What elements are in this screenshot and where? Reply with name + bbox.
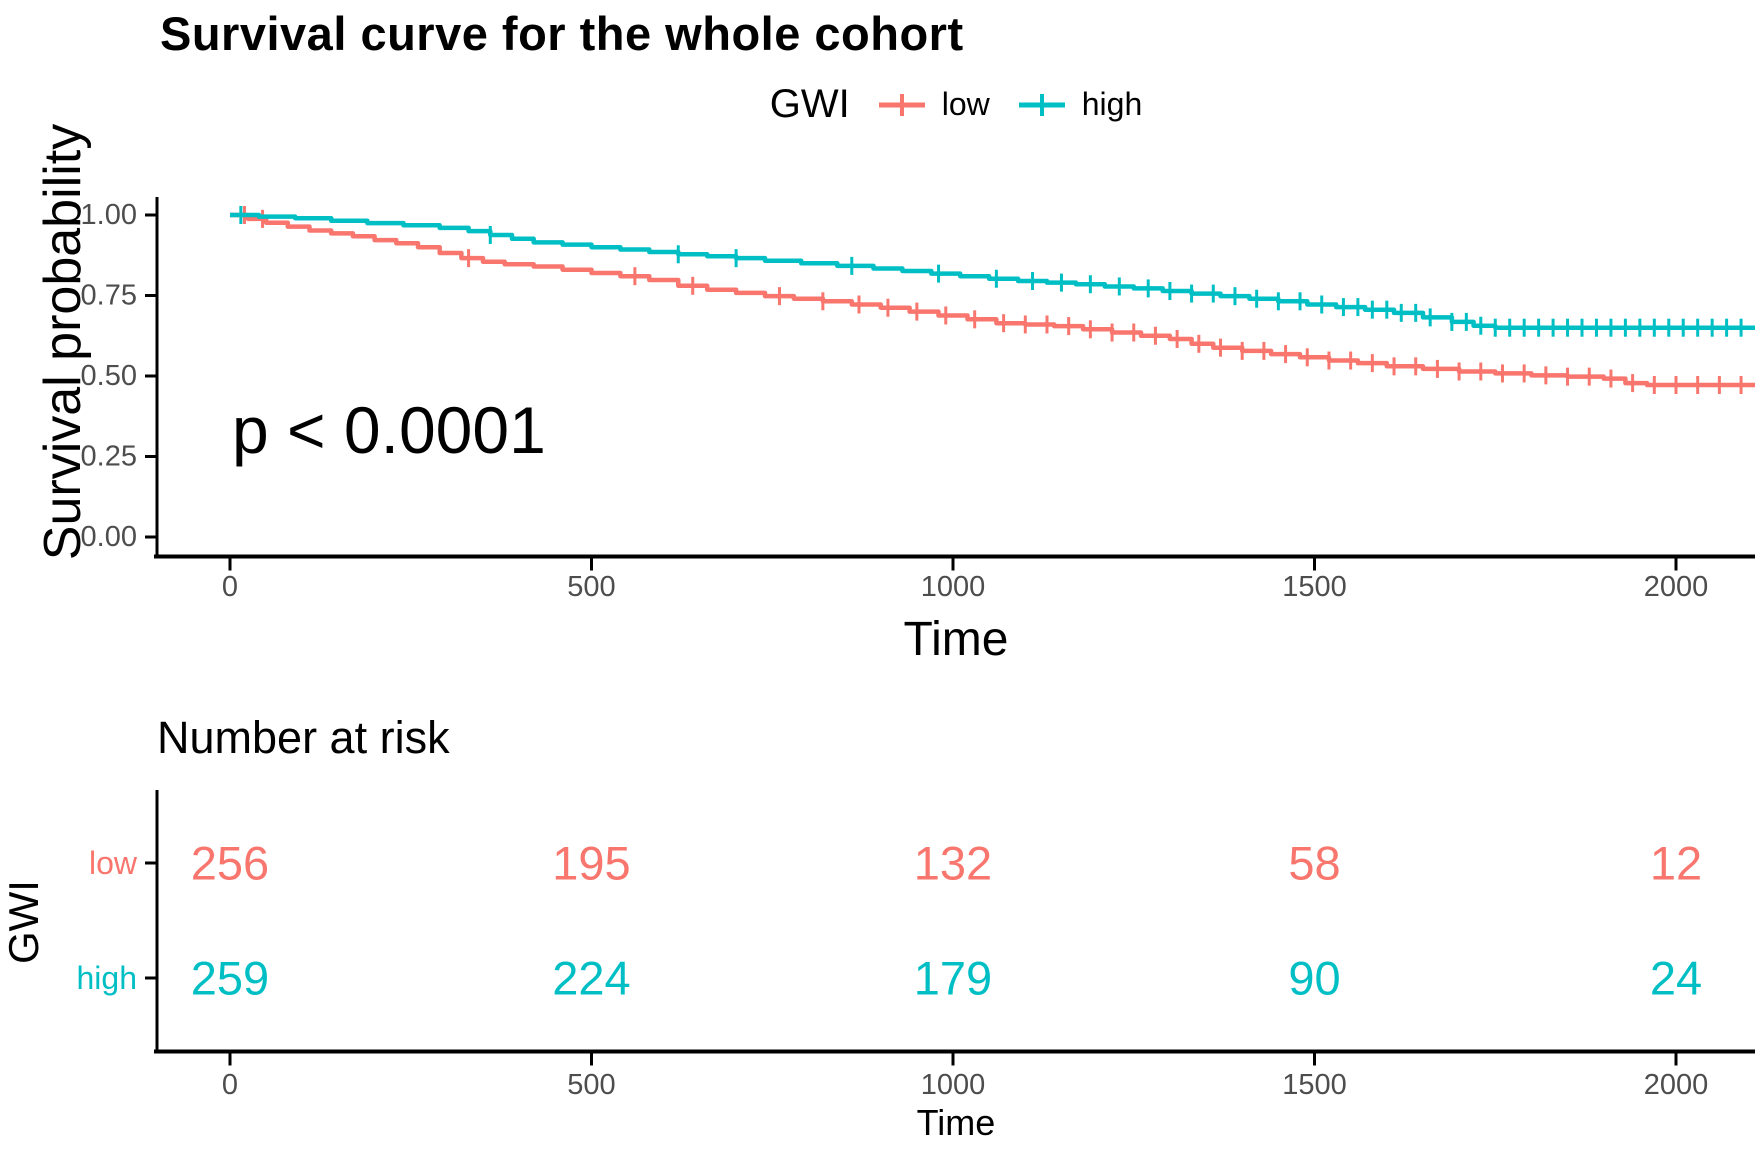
legend-key-low-icon	[878, 93, 925, 116]
risk-count-low: 195	[552, 837, 630, 890]
risk-count-high: 90	[1288, 952, 1340, 1005]
risk-x-tick-label: 500	[567, 1069, 615, 1101]
legend-key-high-icon	[1018, 93, 1065, 116]
main-x-tick-label: 500	[567, 571, 615, 603]
main-x-tick-label: 0	[222, 571, 238, 603]
legend-label-high: high	[1081, 86, 1143, 122]
p-value-annotation: p < 0.0001	[232, 393, 546, 467]
risk-count-high: 259	[191, 952, 269, 1005]
risk-x-tick-label: 1500	[1282, 1069, 1347, 1101]
risk-count-low: 256	[191, 837, 269, 890]
main-x-tick-label: 1500	[1282, 571, 1347, 603]
legend: GWI low high	[157, 82, 1755, 127]
risk-y-axis-title: GWI	[0, 880, 47, 964]
risk-x-tick-label: 2000	[1644, 1069, 1709, 1101]
risk-count-high: 179	[914, 952, 992, 1005]
risk-x-tick-label: 1000	[921, 1069, 986, 1101]
x-axis-title: Time	[903, 613, 1009, 666]
risk-count-high: 24	[1650, 952, 1702, 1005]
main-x-tick-label: 1000	[921, 571, 986, 603]
risk-count-low: 132	[914, 837, 992, 890]
page-title: Survival curve for the whole cohort	[160, 7, 964, 60]
main-y-tick-label: 1.00	[81, 199, 137, 231]
legend-item-high: high	[1016, 86, 1143, 123]
main-y-tick-label: 0.50	[81, 360, 137, 392]
risk-x-tick-label: 0	[222, 1069, 238, 1101]
risk-count-low: 58	[1288, 837, 1340, 890]
main-y-tick-label: 0.00	[81, 521, 137, 553]
survival-curve-low	[230, 212, 1755, 388]
main-y-tick-label: 0.25	[81, 441, 137, 473]
legend-item-low: low	[876, 86, 990, 123]
legend-label-low: low	[941, 86, 990, 122]
risk-table-title: Number at risk	[157, 712, 450, 763]
risk-count-low: 12	[1650, 837, 1702, 890]
y-axis-title: Survival probability	[34, 123, 92, 561]
survival-curve-high	[230, 212, 1755, 330]
main-y-tick-label: 0.75	[81, 280, 137, 312]
risk-row-label-high: high	[77, 960, 138, 996]
legend-title: GWI	[769, 82, 850, 126]
risk-x-axis-title: Time	[916, 1102, 996, 1143]
main-x-tick-label: 2000	[1644, 571, 1709, 603]
risk-row-label-low: low	[89, 845, 138, 881]
risk-count-high: 224	[552, 952, 630, 1005]
